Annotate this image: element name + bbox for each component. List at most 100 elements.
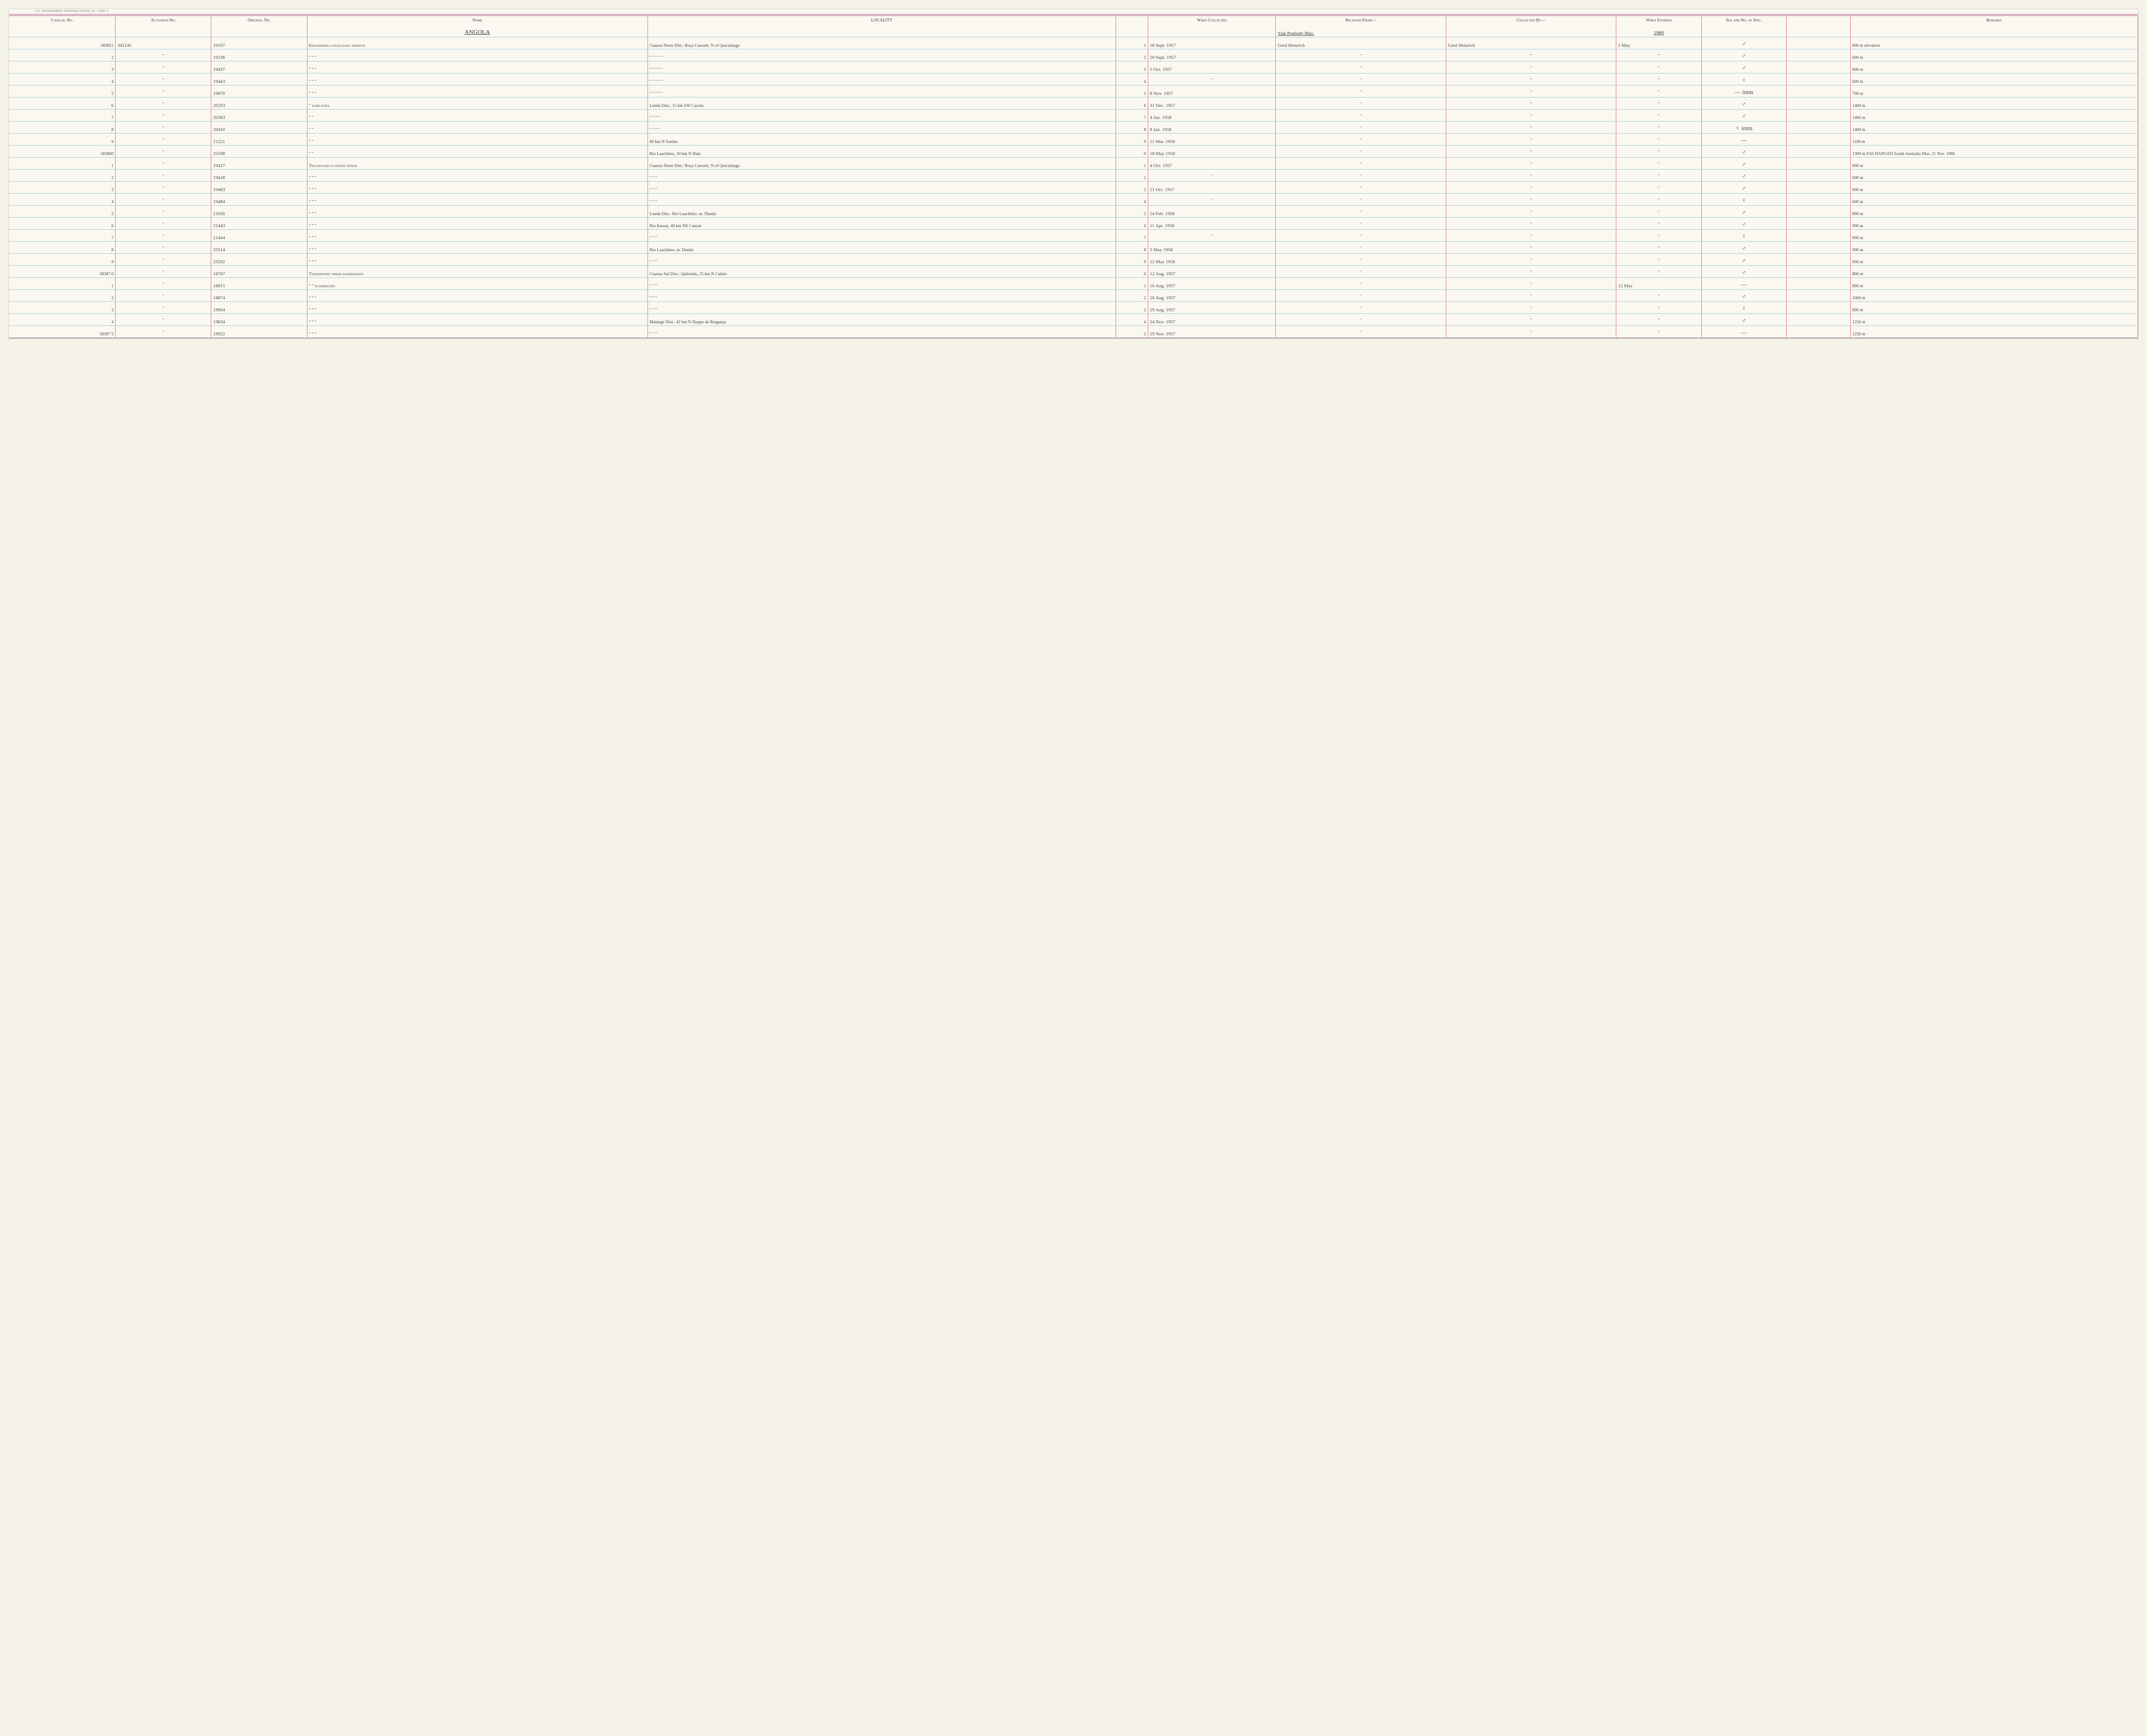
cell-sex: — xyxy=(1701,133,1786,145)
cell-remarks: 600 m xyxy=(1850,181,2138,193)
cell-received: " xyxy=(1276,217,1446,229)
col-entered: When Entered xyxy=(1616,16,1701,25)
cell-blank xyxy=(1786,157,1850,169)
cell-seq: 0 xyxy=(1116,265,1148,277)
cell-sex: ♀ xyxy=(1701,229,1786,241)
cell-remarks: 600 m xyxy=(1850,73,2138,85)
cell-name: " albicauda xyxy=(307,97,648,109)
cell-name: " " plumbeiceps xyxy=(307,277,648,289)
cell-received: " xyxy=(1276,97,1446,109)
cell-catalog: 8 xyxy=(9,121,116,133)
cell-sex: ♀ xyxy=(1701,73,1786,85)
cell-when: 24 Feb. 1958 xyxy=(1148,205,1275,217)
cell-original: 19484 xyxy=(211,193,307,205)
cell-sex: ♂ xyxy=(1701,145,1786,157)
table-row: 583860"25598" "Rio Luachimo, 50 km N Dal… xyxy=(9,145,2138,157)
cell-locality: Lunda Dist.: Rio Luachimo, nr. Dundo xyxy=(648,205,1116,217)
cell-entered: " xyxy=(1616,301,1701,313)
cell-remarks: 800 m xyxy=(1850,265,2138,277)
cell-collected: " xyxy=(1446,181,1616,193)
cell-received: " xyxy=(1276,157,1446,169)
cell-when: 4 Jan. 1958 xyxy=(1148,109,1275,121)
cell-catalog: 6 xyxy=(9,217,116,229)
cell-name: " " " xyxy=(307,181,648,193)
table-row: 9"25592" " "" " "912 May 1958"""♂900 m xyxy=(9,253,2138,265)
cell-blank xyxy=(1786,37,1850,49)
cell-blank xyxy=(1786,301,1850,313)
cell-remarks: 600 m xyxy=(1850,157,2138,169)
cell-received: " xyxy=(1276,169,1446,181)
table-row: 8"25514" " "Rio Luachimo, nr. Dundo85 Ma… xyxy=(9,241,2138,253)
cell-blank xyxy=(1786,229,1850,241)
cell-name: " " " xyxy=(307,193,648,205)
col-name: Name xyxy=(307,16,648,25)
cell-name: Terpsiphone viridis bannermani xyxy=(307,265,648,277)
cell-remarks: 1400 m xyxy=(1850,121,2138,133)
cell-accession: 341245 xyxy=(116,37,211,49)
cell-collected: " xyxy=(1446,313,1616,325)
table-row: 2"19236" " "" " " " "220 Sept. 1957"""♂6… xyxy=(9,49,2138,61)
cell-blank xyxy=(1786,241,1850,253)
cell-locality: Rio Kassai, 40 km NE Canzar xyxy=(648,217,1116,229)
cell-name: " " " xyxy=(307,313,648,325)
cell-remarks: 1250 m xyxy=(1850,313,2138,325)
table-row: 7"20363" "" " " "74 Jan. 1958"""♂1400 m xyxy=(9,109,2138,121)
cell-blank xyxy=(1786,145,1850,157)
cell-entered: " xyxy=(1616,241,1701,253)
cell-blank xyxy=(1786,121,1850,133)
table-row: 9"21221" "60 km N Sombo911 Mar. 1958"""—… xyxy=(9,133,2138,145)
cell-blank xyxy=(1786,277,1850,289)
cell-collected: " xyxy=(1446,121,1616,133)
cell-accession: " xyxy=(116,253,211,265)
cell-catalog: 583851 xyxy=(9,37,116,49)
cell-accession: " xyxy=(116,229,211,241)
header-row: Catalog No. Accession No. Original No. N… xyxy=(9,16,2138,25)
cell-catalog: 7 xyxy=(9,109,116,121)
cell-original: 25592 xyxy=(211,253,307,265)
cell-accession: " xyxy=(116,85,211,97)
cell-seq: 5 xyxy=(1116,85,1148,97)
cell-collected: " xyxy=(1446,265,1616,277)
cell-remarks: 1300 m EXCHANGED South Australia Mus. 21… xyxy=(1850,145,2138,157)
cell-sex: — imm xyxy=(1701,85,1786,97)
cell-seq: 4 xyxy=(1116,73,1148,85)
cell-seq: 3 xyxy=(1116,181,1148,193)
table-row: 58387 5"19922" " "" " "529 Nov. 1957"""—… xyxy=(9,325,2138,337)
cell-catalog: 2 xyxy=(9,49,116,61)
cell-accession: " xyxy=(116,109,211,121)
cell-collected: " xyxy=(1446,145,1616,157)
cell-entered: " xyxy=(1616,181,1701,193)
cell-accession: " xyxy=(116,193,211,205)
cell-received: " xyxy=(1276,241,1446,253)
table-row: 2"19428" " "" " "2""""♂600 m xyxy=(9,169,2138,181)
cell-name: Trochocercus nitens nitens xyxy=(307,157,648,169)
cell-original: 20410 xyxy=(211,121,307,133)
cell-collected: " xyxy=(1446,73,1616,85)
cell-locality: " " " xyxy=(648,325,1116,337)
table-row: 8"20410" "" " " "88 Jan. 1958"""♀ imm140… xyxy=(9,121,2138,133)
cell-seq: 7 xyxy=(1116,229,1148,241)
cell-sex: ♂ xyxy=(1701,253,1786,265)
cell-received: " xyxy=(1276,145,1446,157)
table-row: 3"19483" " "" " "321 Oct. 1957"""♂600 m xyxy=(9,181,2138,193)
cell-sex: ♂ xyxy=(1701,97,1786,109)
cell-blank xyxy=(1786,265,1850,277)
cell-accession: " xyxy=(116,241,211,253)
cell-entered: " xyxy=(1616,157,1701,169)
cell-catalog: 9 xyxy=(9,253,116,265)
col-locality: LOCALITY xyxy=(648,16,1116,25)
section-received: Yale Peabody Mus. xyxy=(1276,25,1446,37)
cell-catalog: 58387 0 xyxy=(9,265,116,277)
cell-when: 21 Oct. 1957 xyxy=(1148,181,1275,193)
cell-entered: " xyxy=(1616,85,1701,97)
cell-catalog: 2 xyxy=(9,289,116,301)
cell-sex: ♂ xyxy=(1701,169,1786,181)
cell-seq: 6 xyxy=(1116,97,1148,109)
cell-locality: 60 km N Sombo xyxy=(648,133,1116,145)
cell-locality: " " " " " xyxy=(648,49,1116,61)
cell-accession: " xyxy=(116,181,211,193)
cell-received: " xyxy=(1276,277,1446,289)
cell-accession: " xyxy=(116,169,211,181)
table-row: 58385134124519197Erannornis longicauda t… xyxy=(9,37,2138,49)
cell-collected: " xyxy=(1446,325,1616,337)
